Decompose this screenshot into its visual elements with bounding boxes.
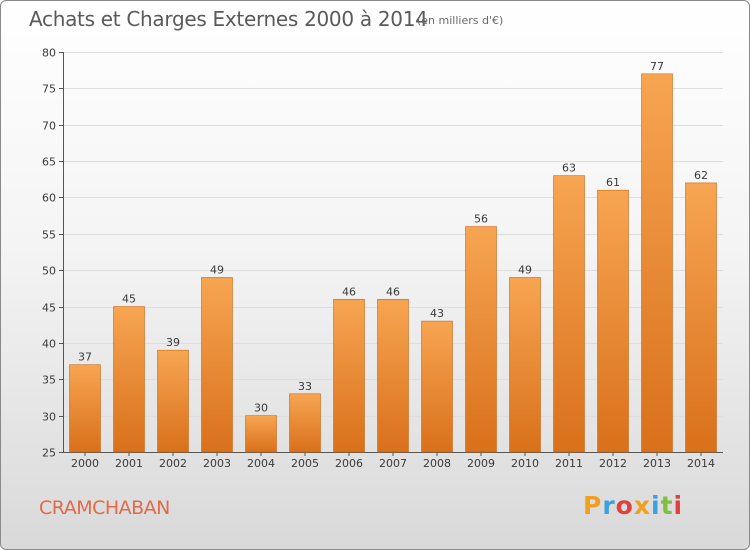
bar [377,298,409,453]
bar [553,175,585,453]
x-tick-label: 2009 [467,457,495,470]
bar [641,73,673,453]
bar [597,189,629,453]
data-label: 33 [298,380,312,393]
y-tick-label: 80 [42,47,56,60]
y-tick-label: 50 [42,265,56,278]
y-tick-label: 45 [42,302,56,315]
x-tick-label: 2013 [643,457,671,470]
data-label: 46 [342,285,356,298]
logo-letter: r [602,491,616,520]
bar [685,182,717,453]
x-tick-label: 2011 [555,457,583,470]
data-label: 45 [122,293,136,306]
proxiti-logo: Proxiti [583,491,683,520]
data-label: 37 [78,351,92,364]
y-tick-label: 35 [42,374,56,387]
data-label: 49 [518,263,532,276]
bar [509,277,541,453]
logo-letter: t [660,491,674,520]
x-tick-label: 2012 [599,457,627,470]
x-tick-label: 2006 [335,457,363,470]
y-tick-label: 55 [42,229,56,242]
y-tick-label: 70 [42,120,56,133]
data-label: 56 [474,213,488,226]
y-tick-label: 75 [42,83,56,96]
x-tick-label: 2001 [115,457,143,470]
y-tick-label: 65 [42,156,56,169]
bar [333,298,365,453]
x-tick-label: 2002 [159,457,187,470]
logo-letter: o [615,491,634,520]
y-tick-label: 40 [42,338,56,351]
data-label: 46 [386,285,400,298]
bar [465,226,497,453]
data-label: 77 [650,60,664,73]
x-tick-label: 2004 [247,457,275,470]
y-tick-label: 30 [42,411,56,424]
x-tick-label: 2005 [291,457,319,470]
logo-letter: i [651,491,661,520]
bar [201,277,233,453]
chart-title: Achats et Charges Externes 2000 à 2014 [29,7,428,31]
logo-letter: x [633,491,651,520]
bar [245,415,277,453]
bar [289,393,321,453]
bar [421,320,453,453]
x-tick-label: 2007 [379,457,407,470]
x-tick-label: 2014 [687,457,715,470]
data-label: 61 [606,176,620,189]
bar [157,349,189,453]
data-label: 43 [430,307,444,320]
logo-letter: i [673,491,684,520]
y-tick-label: 25 [42,447,56,460]
data-labels: 37 45 39 49 30 33 46 46 43 56 49 63 61 77 62 [78,60,708,415]
data-label: 62 [694,169,708,182]
logo-letter: P [583,491,603,520]
x-tick-label: 2000 [71,457,99,470]
x-tick-label: 2003 [203,457,231,470]
commune-name: CRAMCHABAN [39,497,170,519]
data-label: 39 [166,336,180,349]
data-label: 30 [254,402,268,415]
bar [69,364,101,453]
bar [113,306,145,453]
chart-unit: (en milliers d'€) [417,14,504,27]
data-label: 49 [210,263,224,276]
axes: 25 30 35 40 45 50 55 60 65 70 75 80 2000 2001 2002 2003… [42,47,723,470]
x-tick-label: 2008 [423,457,451,470]
data-label: 63 [562,162,576,175]
bars [69,73,717,453]
y-tick-label: 60 [42,192,56,205]
x-tick-label: 2010 [511,457,539,470]
